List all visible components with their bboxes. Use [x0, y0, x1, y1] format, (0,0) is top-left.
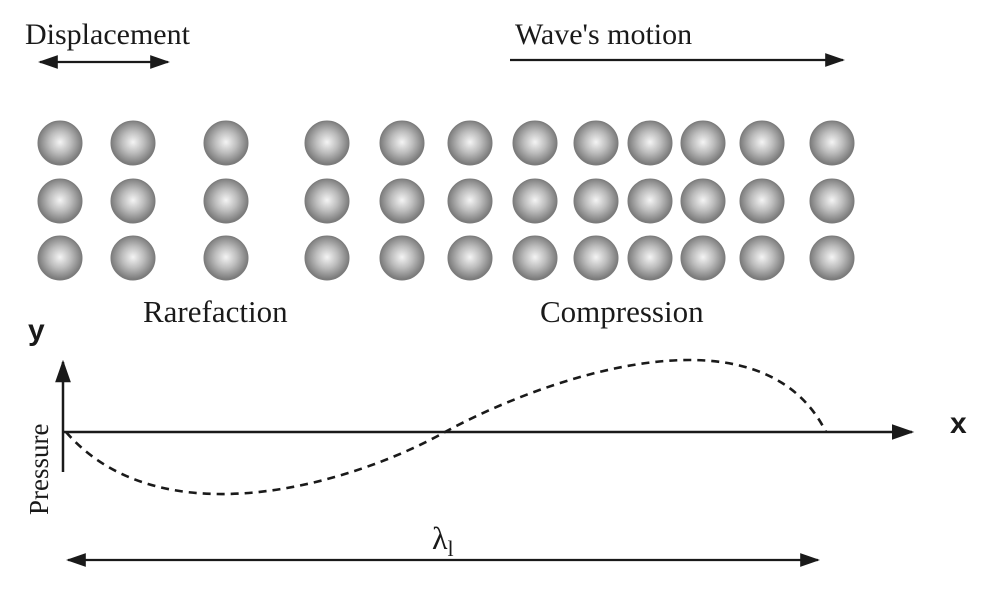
particle [304, 235, 350, 281]
particle [739, 235, 785, 281]
displacement-label: Displacement [25, 18, 191, 51]
particle [37, 120, 83, 166]
particle [37, 235, 83, 281]
particle [573, 235, 619, 281]
pressure-wave-curve [65, 358, 828, 496]
particle [512, 235, 558, 281]
particle-grid [37, 120, 855, 281]
particle [739, 178, 785, 224]
particle [627, 120, 673, 166]
particle [203, 120, 249, 166]
particle [447, 120, 493, 166]
particle [203, 235, 249, 281]
particle [809, 120, 855, 166]
x-axis-label: x [950, 407, 967, 440]
particle [379, 120, 425, 166]
compression-label: Compression [540, 294, 704, 329]
particle [110, 235, 156, 281]
particle [447, 235, 493, 281]
particle [379, 178, 425, 224]
particle [304, 120, 350, 166]
particle [110, 120, 156, 166]
particle [37, 178, 83, 224]
pressure-label: Pressure [24, 424, 54, 515]
wave-motion-label: Wave's motion [515, 18, 692, 51]
particle [680, 178, 726, 224]
particle [573, 178, 619, 224]
y-axis-label: y [28, 314, 45, 347]
particle [512, 120, 558, 166]
particle [809, 235, 855, 281]
particle [304, 178, 350, 224]
particle [809, 178, 855, 224]
particle [573, 120, 619, 166]
particle [203, 178, 249, 224]
particle [680, 120, 726, 166]
particle [512, 178, 558, 224]
particle [447, 178, 493, 224]
particle [379, 235, 425, 281]
particle [627, 235, 673, 281]
particle [110, 178, 156, 224]
wavelength-label: λl [432, 520, 454, 561]
particle [680, 235, 726, 281]
particle [627, 178, 673, 224]
rarefaction-label: Rarefaction [143, 294, 288, 329]
particle [739, 120, 785, 166]
